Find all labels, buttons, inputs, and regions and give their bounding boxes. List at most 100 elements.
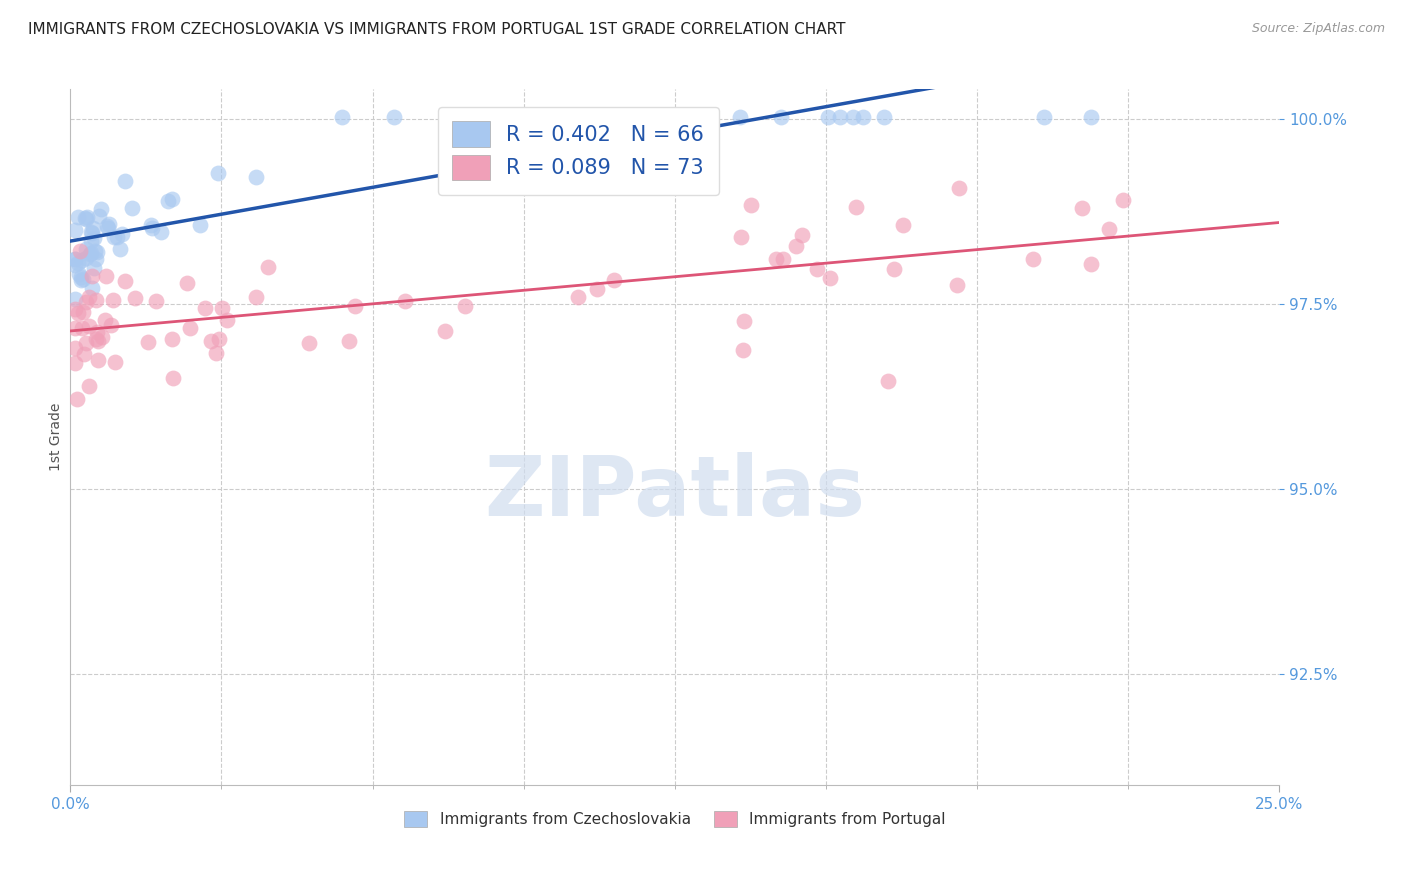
Point bbox=[84, 332, 107, 346]
Point bbox=[876, 374, 898, 388]
Point bbox=[80, 245, 103, 260]
Point bbox=[603, 273, 626, 287]
Point bbox=[179, 321, 201, 335]
Point bbox=[90, 330, 112, 344]
Point bbox=[124, 291, 146, 305]
Point bbox=[70, 252, 93, 267]
Point bbox=[63, 252, 86, 266]
Point bbox=[160, 192, 183, 206]
Point bbox=[245, 169, 267, 184]
Point bbox=[830, 111, 852, 125]
Point bbox=[785, 239, 807, 253]
Point bbox=[1032, 111, 1054, 125]
Point bbox=[330, 111, 353, 125]
Point bbox=[96, 219, 118, 233]
Point bbox=[70, 273, 93, 287]
Point bbox=[86, 325, 108, 339]
Point bbox=[136, 334, 159, 349]
Point bbox=[211, 301, 233, 316]
Point bbox=[1080, 111, 1102, 125]
Point bbox=[84, 244, 107, 258]
Point bbox=[1071, 201, 1094, 215]
Point bbox=[852, 111, 875, 125]
Point bbox=[842, 111, 865, 125]
Point bbox=[806, 261, 828, 276]
Point bbox=[730, 111, 752, 125]
Text: Source: ZipAtlas.com: Source: ZipAtlas.com bbox=[1251, 22, 1385, 36]
Point bbox=[63, 292, 86, 306]
Point bbox=[73, 347, 96, 361]
Point bbox=[75, 294, 97, 309]
Point bbox=[97, 218, 120, 232]
Point bbox=[454, 111, 477, 125]
Point bbox=[72, 304, 94, 318]
Point bbox=[63, 223, 86, 237]
Point bbox=[90, 202, 112, 217]
Point bbox=[87, 209, 110, 223]
Point bbox=[891, 219, 914, 233]
Point bbox=[769, 111, 792, 125]
Point bbox=[188, 218, 211, 232]
Point bbox=[83, 260, 105, 275]
Point bbox=[162, 370, 184, 384]
Point bbox=[104, 354, 127, 368]
Point bbox=[662, 111, 685, 125]
Point bbox=[664, 111, 686, 125]
Point bbox=[63, 252, 86, 266]
Point bbox=[108, 242, 131, 256]
Point bbox=[568, 111, 591, 125]
Point bbox=[845, 200, 868, 214]
Point bbox=[1112, 193, 1135, 207]
Point bbox=[257, 260, 280, 275]
Point bbox=[337, 334, 360, 349]
Point bbox=[63, 341, 86, 355]
Point bbox=[394, 294, 416, 309]
Point bbox=[384, 111, 406, 125]
Point bbox=[110, 227, 132, 242]
Point bbox=[586, 282, 609, 296]
Point bbox=[83, 231, 105, 245]
Point bbox=[77, 290, 100, 304]
Point bbox=[772, 252, 794, 266]
Point bbox=[948, 181, 970, 195]
Point bbox=[1098, 222, 1121, 236]
Point bbox=[343, 299, 366, 313]
Point bbox=[79, 247, 101, 261]
Point bbox=[818, 271, 841, 285]
Point bbox=[194, 301, 217, 315]
Point bbox=[208, 332, 231, 346]
Point bbox=[873, 111, 896, 125]
Point bbox=[67, 268, 90, 282]
Point bbox=[87, 352, 110, 367]
Point bbox=[883, 261, 905, 276]
Point bbox=[157, 194, 180, 208]
Point bbox=[817, 111, 839, 125]
Point bbox=[145, 294, 167, 309]
Point bbox=[141, 218, 163, 232]
Point bbox=[946, 278, 969, 293]
Point bbox=[567, 290, 589, 304]
Point bbox=[215, 312, 238, 326]
Point bbox=[141, 221, 163, 235]
Point bbox=[75, 242, 97, 256]
Point bbox=[84, 293, 107, 307]
Point bbox=[94, 313, 117, 327]
Point bbox=[75, 335, 97, 350]
Point bbox=[80, 226, 103, 240]
Point bbox=[740, 198, 762, 212]
Point bbox=[72, 272, 94, 286]
Point bbox=[207, 166, 229, 180]
Point bbox=[67, 211, 90, 225]
Point bbox=[77, 318, 100, 333]
Point bbox=[733, 314, 755, 328]
Point bbox=[94, 268, 117, 283]
Point bbox=[1080, 257, 1102, 271]
Point bbox=[100, 318, 122, 333]
Point bbox=[765, 252, 787, 266]
Point bbox=[434, 324, 457, 338]
Y-axis label: 1st Grade: 1st Grade bbox=[49, 403, 63, 471]
Point bbox=[97, 220, 120, 235]
Point bbox=[205, 346, 228, 360]
Point bbox=[555, 111, 578, 125]
Point bbox=[790, 228, 813, 243]
